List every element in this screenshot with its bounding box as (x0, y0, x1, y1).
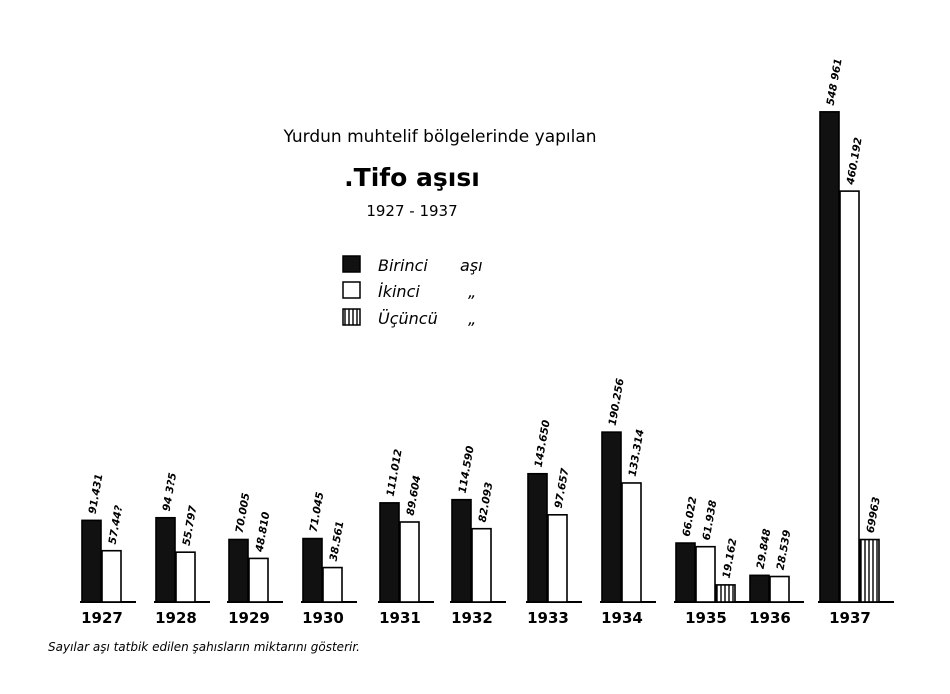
year-label-1927: 1927 (81, 609, 123, 627)
bar-1930-series-2 (322, 566, 343, 603)
year-label-1936: 1936 (749, 609, 791, 627)
data-label-1931-series-1: 111.012 (385, 448, 405, 497)
data-label-1928-series-1: 94 3?5 (161, 472, 180, 512)
legend-swatch-ucuncu (342, 308, 361, 326)
data-label-1930-series-2: 38.561 (328, 520, 347, 562)
data-label-1933-series-1: 143.650 (533, 419, 553, 468)
legend-suffix-ikinci: „ (468, 282, 476, 301)
data-label-1936-series-2: 28.539 (775, 529, 794, 571)
year-label-1933: 1933 (527, 609, 569, 627)
year-label-1937: 1937 (829, 609, 871, 627)
data-label-1932-series-2: 82.093 (477, 481, 496, 523)
legend-item-birinci: Birinci aşı (342, 255, 483, 275)
bar-1929-series-1 (228, 538, 249, 603)
bar-1927-series-2 (101, 549, 122, 603)
bar-1930-series-1 (302, 537, 323, 603)
data-label-1936-series-1: 29.848 (755, 528, 774, 570)
bar-1929-series-2 (248, 557, 269, 603)
bar-1936-series-2 (769, 575, 790, 603)
bar-1935-series-1 (675, 542, 696, 603)
data-label-1929-series-1: 70.005 (234, 492, 253, 534)
data-label-1930-series-1: 71.045 (308, 491, 327, 533)
year-label-1929: 1929 (228, 609, 270, 627)
data-label-1927-series-2: 57.44? (107, 504, 126, 545)
legend-item-ucuncu: Üçüncü „ (342, 308, 476, 328)
chart-title-line3: 1927 - 1937 (366, 202, 457, 220)
chart-title-line2: .Tifo aşısı (344, 163, 480, 192)
bar-1937-series-3 (859, 538, 880, 603)
data-label-1934-series-1: 190.256 (607, 377, 627, 426)
data-label-1929-series-2: 48.810 (253, 511, 272, 554)
data-label-1933-series-2: 97.657 (553, 467, 572, 510)
data-label-1935-series-2: 61.938 (701, 499, 720, 541)
bar-1935-series-2 (695, 545, 716, 603)
bar-1932-series-1 (451, 498, 472, 603)
legend-swatch-birinci (342, 255, 361, 273)
data-label-1927-series-1: 91.431 (87, 473, 106, 515)
footer-note: Sayılar aşı tatbik edilen şahısların mik… (48, 640, 360, 654)
chart-title-line1: Yurdun muhtelif bölgelerinde yapılan (282, 127, 596, 147)
bar-1928-series-1 (155, 516, 176, 603)
bar-1937-series-2 (839, 190, 860, 603)
year-label-1931: 1931 (379, 609, 421, 627)
legend-swatch-ikinci (342, 281, 361, 299)
data-label-1928-series-2: 55.797 (181, 504, 200, 547)
legend-label-ikinci: İkinci (378, 282, 420, 301)
year-label-1932: 1932 (451, 609, 493, 627)
bar-1932-series-2 (471, 527, 492, 603)
year-label-1934: 1934 (601, 609, 643, 627)
data-label-1935-series-3: 19.162 (721, 537, 740, 579)
bar-1933-series-2 (547, 514, 568, 603)
bar-1931-series-1 (379, 502, 400, 603)
data-label-1935-series-1: 66.022 (681, 496, 700, 538)
bar-1934-series-2 (621, 482, 642, 603)
legend-suffix-ucuncu: „ (468, 309, 476, 328)
legend-item-ikinci: İkinci „ (342, 281, 476, 301)
year-label-1928: 1928 (155, 609, 197, 627)
bar-1936-series-1 (749, 574, 770, 603)
legend-label-ucuncu: Üçüncü (378, 309, 438, 328)
bar-1931-series-2 (399, 521, 420, 603)
year-label-1935: 1935 (685, 609, 727, 627)
bar-1933-series-1 (527, 472, 548, 603)
bar-1927-series-1 (81, 519, 102, 603)
bar-1928-series-2 (175, 551, 196, 603)
data-label-1932-series-1: 114.590 (457, 445, 477, 494)
legend-label-birinci: Birinci (378, 256, 428, 275)
year-label-1930: 1930 (302, 609, 344, 627)
data-label-1937-series-1: 548 961 (825, 58, 845, 107)
bar-1934-series-1 (601, 431, 622, 603)
bar-1937-series-1 (819, 111, 840, 603)
data-label-1937-series-3: 69963 (865, 496, 883, 534)
legend: Birinci aşı İkinci „ Üçüncü „ (342, 255, 483, 328)
data-label-1931-series-2: 89.604 (405, 475, 424, 517)
data-label-1937-series-2: 460.192 (844, 136, 864, 186)
data-label-1934-series-2: 133.314 (627, 428, 647, 477)
bar-1935-series-3 (715, 584, 736, 603)
legend-suffix-birinci: aşı (460, 256, 483, 275)
